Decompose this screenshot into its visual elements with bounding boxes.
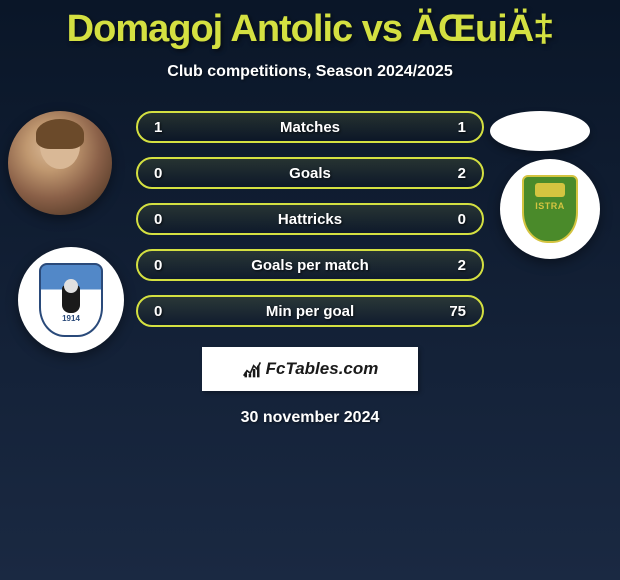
club-right-badge — [500, 159, 600, 259]
stat-right-value: 0 — [442, 211, 466, 228]
stat-label: Matches — [280, 119, 340, 136]
footer-brand-text: FcTables.com — [266, 359, 379, 379]
footer-brand-box: FcTables.com — [202, 347, 418, 391]
footer-date: 30 november 2024 — [0, 409, 620, 427]
stat-label: Min per goal — [266, 303, 354, 320]
player-right-avatar — [490, 111, 590, 151]
club-right-crest — [522, 175, 578, 243]
stat-left-value: 1 — [154, 119, 178, 136]
stat-row-matches: 1 Matches 1 — [136, 111, 484, 143]
footer-brand: FcTables.com — [242, 359, 379, 379]
content-area: 1914 1 Matches 1 0 Goals 2 0 Hattricks 0… — [0, 111, 620, 427]
stat-label: Goals — [289, 165, 331, 182]
stat-right-value: 75 — [442, 303, 466, 320]
stat-row-hattricks: 0 Hattricks 0 — [136, 203, 484, 235]
chart-icon — [242, 359, 262, 379]
club-left-crest: 1914 — [39, 263, 103, 337]
player-left-avatar — [8, 111, 112, 215]
stat-label: Hattricks — [278, 211, 342, 228]
stat-left-value: 0 — [154, 211, 178, 228]
stat-left-value: 0 — [154, 257, 178, 274]
comparison-title: Domagoj Antolic vs ÄŒuiÄ‡ — [0, 0, 620, 51]
stat-right-value: 2 — [442, 257, 466, 274]
club-left-year: 1914 — [62, 314, 80, 323]
stat-row-min-per-goal: 0 Min per goal 75 — [136, 295, 484, 327]
stats-container: 1 Matches 1 0 Goals 2 0 Hattricks 0 0 Go… — [136, 111, 484, 327]
stat-right-value: 1 — [442, 119, 466, 136]
stat-right-value: 2 — [442, 165, 466, 182]
stat-label: Goals per match — [251, 257, 369, 274]
club-left-badge: 1914 — [18, 247, 124, 353]
stat-left-value: 0 — [154, 303, 178, 320]
comparison-subtitle: Club competitions, Season 2024/2025 — [0, 63, 620, 81]
stat-left-value: 0 — [154, 165, 178, 182]
stat-row-goals-per-match: 0 Goals per match 2 — [136, 249, 484, 281]
stat-row-goals: 0 Goals 2 — [136, 157, 484, 189]
